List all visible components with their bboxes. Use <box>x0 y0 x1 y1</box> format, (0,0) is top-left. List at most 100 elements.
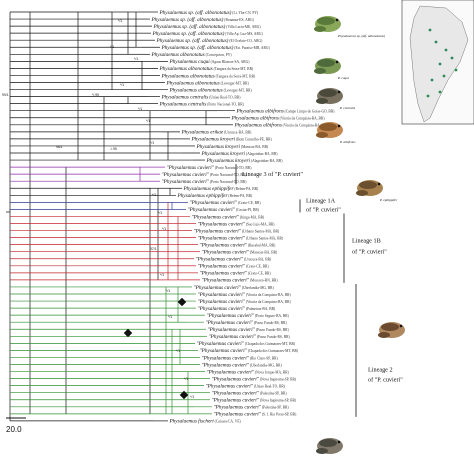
tip-label: "Physalaemus cuvieri" (Crato-CE, BR) <box>200 271 272 277</box>
map-locality-dot <box>444 48 448 52</box>
tip-label: "Physalaemus cuvieri" (Porto Nacional-TO… <box>162 179 248 185</box>
support-value: 98/1 <box>56 145 63 149</box>
tip-label: Physalaemus albifrons (Campo Limpo de Go… <box>236 108 336 115</box>
frog-photo: P. albifrons <box>316 122 356 144</box>
tip-label: "Physalaemus cuvieri" (Porto Seguro-BA, … <box>207 313 290 319</box>
map-locality-dot <box>428 28 432 32</box>
support-value: */1 <box>168 315 172 319</box>
support-value: */1 <box>134 57 138 61</box>
tip-label: Physalaemus kroyeri (Bom Conselho-PE, BR… <box>191 137 273 143</box>
support-value: */1 <box>118 19 122 23</box>
tip-label: "Physalaemus cuvieri" (Caxias-PI, BR) <box>188 207 260 213</box>
tip-label: Physalaemus sp. (aff. albonotatus) (Lt. … <box>159 9 259 16</box>
tip-label: "Physalaemus cuvieri" (Crato-CE, BR) <box>198 264 270 270</box>
lineage-labels: Lineage 3 of "P. cuvieri" Lineage 1A of "P… <box>235 164 403 417</box>
map-locality-dot <box>438 62 442 66</box>
support-value-root: 99/1 <box>2 93 9 97</box>
tip-label: "Physalaemus cuvieri" (Mossoro-RN, BR) <box>202 278 279 284</box>
tip-label: "Physalaemus cuvieri" (Nova Itapirema-SP… <box>212 376 297 382</box>
support-value: */1 <box>176 349 180 353</box>
tip-label: Physalaemus ephippifer (Belem-PA, BR) <box>183 185 260 192</box>
frog-photo: Physalaemus sp. (aff. albonotatus) <box>314 16 386 38</box>
tip-label: "Physalaemus cuvieri" (Chapada dos Guima… <box>200 348 299 354</box>
support-value: */1 <box>162 227 166 231</box>
support-value: */1 <box>152 193 156 197</box>
lineage2-label: Lineage 2 <box>368 367 393 374</box>
support-value: */1 <box>120 83 124 87</box>
frog-photo: P. cuqui <box>314 58 349 80</box>
frog-caption: P. ephippifer <box>379 198 398 202</box>
tip-label: "Physalaemus cuvieri" (Nova Itapirema-SP… <box>212 398 297 404</box>
tip-label: "Physalaemus cuvieri" (Passo Fundo-RS, B… <box>209 334 291 340</box>
tip-label: "Physalaemus cuvieri" (Vitoria da Conqui… <box>198 292 292 298</box>
tip-label: "Physalaemus cuvieri" (Rio Claro-SP, BR) <box>202 355 279 361</box>
support-value: */1 <box>138 107 142 111</box>
support-value: */1 <box>110 45 114 49</box>
frog-photo <box>316 438 343 454</box>
tip-label: Physalaemus albonotatus (Concepcion, PY) <box>151 52 233 58</box>
node-marker <box>177 297 187 307</box>
tip-label: "Physalaemus cuvieri" (Nova Iorque-MA, B… <box>207 369 290 375</box>
tip-label: "Physalaemus cuvieri" (Maracas-BA, BR) <box>202 250 278 256</box>
tip-label: "Physalaemus cuvieri" (Uniao Real-TO, BR… <box>206 383 286 389</box>
tip-label: "Physalaemus cuvieri" (Vitoria da Conqui… <box>198 299 292 305</box>
tip-label: Physalaemus albonotatus (Tangara da Serr… <box>161 73 256 79</box>
tip-label: "Physalaemus cuvieri" (Porto Nacional-TO… <box>167 165 253 171</box>
map-locality-dot <box>438 90 442 94</box>
tip-label: "Physalaemus cuvieri" (Urbano Santos-MA,… <box>194 228 280 234</box>
frog-photos: Physalaemus sp. (aff. albonotatus) P. cuq… <box>314 16 405 454</box>
tip-label: Physalaemus kroyeri (Alagoinhas-BA, BR) <box>206 158 284 164</box>
tip-label: Physalaemus cuqui (Aguas Blancas-SA, ARG… <box>169 59 251 65</box>
tip-label: "Physalaemus cuvieri" (Palestina-SP, BR) <box>214 405 290 411</box>
tip-label: Physalaemus albonotatus (Leverger-MT, BR… <box>169 87 253 93</box>
lineage1B-label: Lineage 1B <box>352 238 381 245</box>
tip-label: Physalaemus centralis (Uniao Real-TO, BR… <box>161 94 242 100</box>
map-locality-dot <box>434 40 438 44</box>
support-value: */1 <box>166 289 170 293</box>
node-marker <box>179 390 189 400</box>
tip-label: "Physalaemus cuvieri" (Porto Nacional-TO… <box>162 172 248 178</box>
lineage3-label: Lineage 3 of "P. cuvieri" <box>242 171 303 178</box>
tip-label: "Physalaemus cuvieri" (Crato-CE, BR) <box>190 200 262 206</box>
node-marker <box>123 328 133 338</box>
tip-label: Physalaemus kroyeri (Alagoinhas-BA, BR) <box>201 151 279 157</box>
tip-label: "Physalaemus cuvieri" (Chapada dos Guima… <box>197 341 296 347</box>
map-locality-dot <box>442 74 446 78</box>
tip-label: "Physalaemus cuvieri" (Itinga-MA, BR) <box>192 214 265 220</box>
tip-label: Physalaemus fischeri (Caicara-CA, VE) <box>169 418 242 425</box>
map-locality-dot <box>430 78 434 82</box>
tip-label: Physalaemus sp. (aff. albonotatus) (Est.… <box>161 44 271 51</box>
tree-branches <box>6 11 235 422</box>
tip-label: Physalaemus albifrons (Vitoria da Conqui… <box>234 122 329 129</box>
tip-label: "Physalaemus cuvieri" (Passo Fundo-RS, B… <box>206 320 288 326</box>
tip-label: "Physalaemus cuvieri" (Urbano Santos-MA,… <box>198 235 284 241</box>
support-value: 97/1 <box>150 247 157 251</box>
tip-label: "Physalaemus cuvieri" (Sao Luis-MA, BR) <box>198 221 276 227</box>
lineage1A-label: Lineage 1A <box>306 197 336 204</box>
support-value: */1 <box>160 273 164 277</box>
tip-label: Physalaemus ephippifer (Belem-PA, BR) <box>177 192 254 199</box>
support-value: -/.95 <box>110 147 117 151</box>
scale-bar-label: 20.0 <box>6 425 22 434</box>
tip-label: Physalaemus albonotatus (Leverger-MT, BR… <box>166 80 250 86</box>
tip-label: Physalaemus albonotatus (Tangara da Serr… <box>159 66 254 72</box>
frog-caption: P. cuqui <box>337 76 349 80</box>
support-value: */1 <box>190 395 194 399</box>
tip-label: "Physalaemus cuvieri" (Uberlandia-MG, BR… <box>202 362 283 368</box>
tip-label: Physalaemus albifrons (Vitoria da Conqui… <box>231 115 326 122</box>
support-value: */1 <box>184 377 188 381</box>
support-value: */1 <box>158 211 162 215</box>
tip-label: "Physalaemus cuvieri" (Bacabal-MA, BR) <box>200 242 277 248</box>
map-locality-dot <box>426 94 430 98</box>
map-locality-dot <box>454 68 458 72</box>
support-value: */.99 <box>92 93 99 97</box>
tip-label: "Physalaemus cuvieri" (Palestina-SP, BR) <box>212 391 288 397</box>
support-values: */1 */1 */1 */1 */.99 */1 */1 */1 -/.95 98/1 */1 */… <box>2 19 194 399</box>
tip-label: "Physalaemus cuvieri" (Passo Fundo-RS, B… <box>208 327 290 333</box>
tip-label: Physalaemus kroyeri (Maracas-BA, BR) <box>196 144 270 150</box>
tip-label: "Physalaemus cuvieri" (Palmeiras-BA, BR) <box>198 306 276 312</box>
lineage2-label-line2: of "P. cuvieri" <box>368 377 403 384</box>
tip-label: Physalaemus erikae (Urucuca-BA, BR) <box>181 130 253 136</box>
